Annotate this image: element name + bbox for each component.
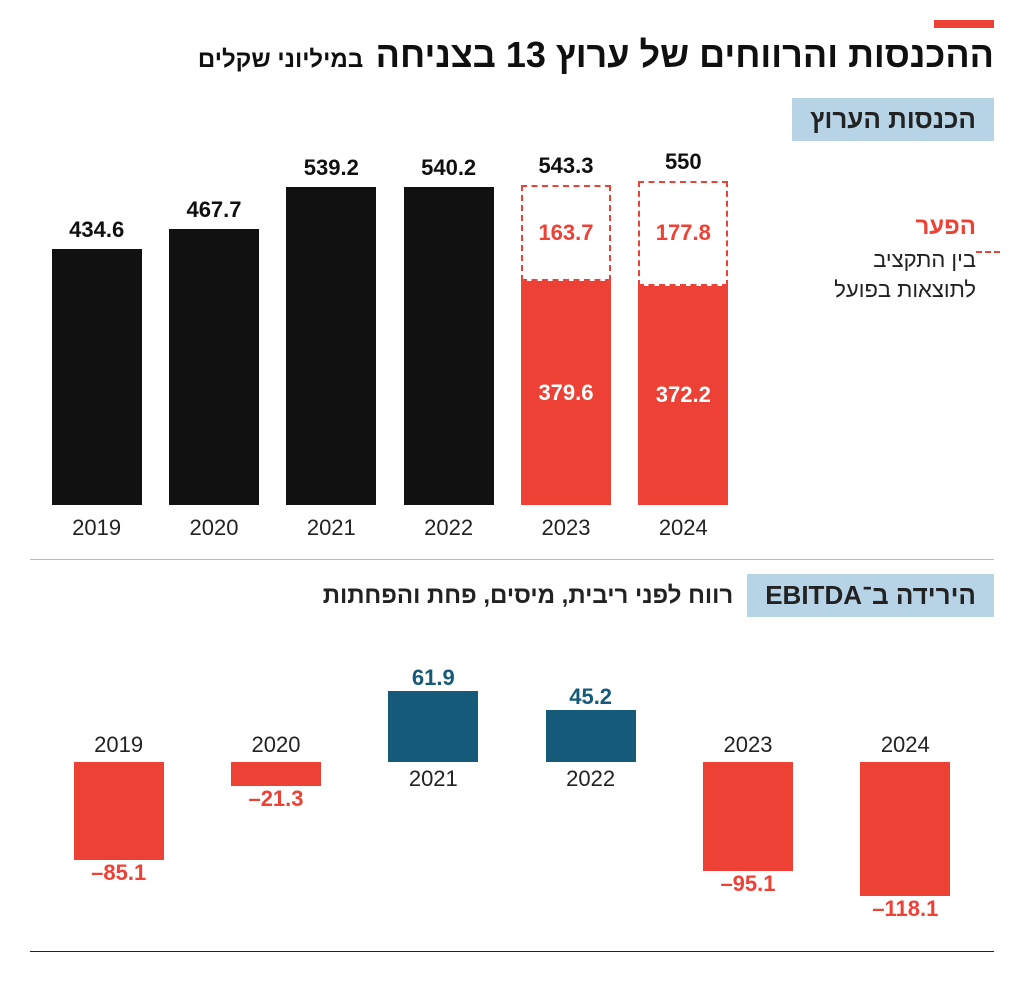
revenue-bar: 434.6 2019 [52, 217, 142, 541]
bar-segment: 379.6 [521, 281, 611, 505]
year-label: 2020 [190, 515, 239, 541]
bar-stack [286, 187, 376, 505]
year-label: 2021 [409, 766, 458, 792]
segment-value-label: 379.6 [538, 380, 593, 406]
year-label: 2019 [94, 732, 143, 758]
ebitda-above: 2023 [723, 642, 772, 762]
bar-segment [286, 187, 376, 505]
ebitda-label: הירידה ב־EBITDA [747, 574, 994, 617]
ebitda-bar: 61.9 2021 [388, 642, 478, 922]
page-title: ההכנסות והרווחים של ערוץ 13 בצניחה [376, 34, 994, 75]
year-label: 2021 [307, 515, 356, 541]
ebitda-bar-rect [703, 762, 793, 871]
year-label: 2022 [424, 515, 473, 541]
gap-text-2: לתוצאות בפועל [750, 275, 976, 305]
ebitda-bar: 2019 –85.1 [74, 642, 164, 922]
gap-connector-line [976, 251, 1000, 253]
revenue-header: הכנסות הערוץ [30, 98, 994, 141]
ebitda-bar: 2024 –118.1 [860, 642, 950, 922]
ebitda-above: 61.9 [388, 642, 478, 762]
ebitda-chart: 2019 –85.1 2020 –21.3 61.9 2021 45.2 2022 2023 –9… [30, 627, 994, 927]
ebitda-value-label: –95.1 [720, 871, 775, 897]
bar-stack [404, 187, 494, 505]
ebitda-bar: 2020 –21.3 [231, 642, 321, 922]
bar-total-label: 543.3 [538, 153, 593, 179]
bar-total-label: 434.6 [69, 217, 124, 243]
ebitda-bar-rect [74, 762, 164, 860]
ebitda-value-label: –85.1 [91, 860, 146, 886]
gap-title: הפער [750, 213, 976, 241]
ebitda-below: –95.1 [703, 762, 793, 922]
ebitda-bar: 45.2 2022 [546, 642, 636, 922]
revenue-chart: 434.6 2019 467.7 2020 539.2 2021 540.2 2022 543.… [30, 151, 750, 541]
ebitda-below: –21.3 [231, 762, 321, 922]
segment-value-label: 163.7 [538, 220, 593, 246]
bar-total-label: 467.7 [186, 197, 241, 223]
revenue-chart-wrap: 434.6 2019 467.7 2020 539.2 2021 540.2 2022 543.… [30, 151, 994, 541]
bar-segment [404, 187, 494, 505]
ebitda-below: –118.1 [860, 762, 950, 922]
bar-stack: 177.8 372.2 [638, 181, 728, 505]
ebitda-bar: 2023 –95.1 [703, 642, 793, 922]
year-label: 2023 [541, 515, 590, 541]
ebitda-below: 2021 [409, 762, 458, 922]
ebitda-value-label: –118.1 [872, 896, 938, 922]
ebitda-above: 45.2 [546, 642, 636, 762]
bar-stack [52, 249, 142, 505]
revenue-bar: 550 177.8 372.2 2024 [638, 149, 728, 541]
segment-value-label: 372.2 [656, 382, 711, 408]
year-label: 2024 [881, 732, 930, 758]
year-label: 2024 [659, 515, 708, 541]
revenue-bar: 539.2 2021 [286, 155, 376, 541]
ebitda-value-label: 61.9 [412, 665, 455, 691]
page-subtitle: במיליוני שקלים [198, 46, 363, 73]
ebitda-value-label: 45.2 [569, 684, 612, 710]
ebitda-above: 2019 [94, 642, 143, 762]
bottom-divider [30, 951, 994, 952]
year-label: 2022 [566, 766, 615, 792]
bar-segment: 177.8 [638, 181, 728, 286]
title-row: ההכנסות והרווחים של ערוץ 13 בצניחה במילי… [30, 34, 994, 76]
accent-bar [934, 20, 994, 28]
bar-stack: 163.7 379.6 [521, 185, 611, 505]
revenue-label: הכנסות הערוץ [792, 98, 994, 141]
bar-segment: 163.7 [521, 185, 611, 281]
bar-segment [52, 249, 142, 505]
bar-stack [169, 229, 259, 505]
ebitda-above: 2020 [252, 642, 301, 762]
ebitda-below: 2022 [566, 762, 615, 922]
ebitda-bar-rect [860, 762, 950, 896]
bar-total-label: 550 [665, 149, 702, 175]
bar-segment: 372.2 [638, 286, 728, 505]
year-label: 2019 [72, 515, 121, 541]
ebitda-above: 2024 [881, 642, 930, 762]
ebitda-sub: רווח לפני ריבית, מיסים, פחת והפחתות [323, 582, 733, 610]
revenue-bar: 540.2 2022 [404, 155, 494, 541]
year-label: 2023 [723, 732, 772, 758]
gap-text-1: בין התקציב [750, 245, 976, 275]
segment-value-label: 177.8 [656, 220, 711, 246]
ebitda-bar-rect [546, 710, 636, 762]
ebitda-value-label: –21.3 [248, 786, 303, 812]
revenue-bar: 543.3 163.7 379.6 2023 [521, 153, 611, 541]
ebitda-bar-rect [231, 762, 321, 786]
ebitda-header: הירידה ב־EBITDA רווח לפני ריבית, מיסים, … [30, 574, 994, 617]
revenue-bar: 467.7 2020 [169, 197, 259, 541]
section-divider [30, 559, 994, 560]
ebitda-below: –85.1 [74, 762, 164, 922]
ebitda-bar-rect [388, 691, 478, 762]
bar-total-label: 539.2 [304, 155, 359, 181]
bar-segment [169, 229, 259, 505]
bar-total-label: 540.2 [421, 155, 476, 181]
year-label: 2020 [252, 732, 301, 758]
gap-callout: הפער בין התקציב לתוצאות בפועל [750, 151, 994, 541]
